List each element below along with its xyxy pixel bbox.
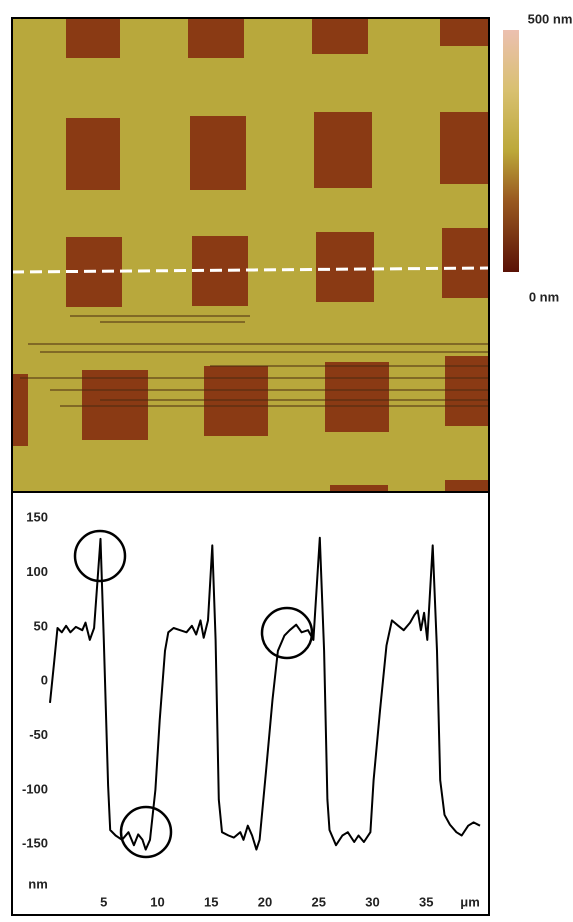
y-tick-label: -150 <box>22 836 48 851</box>
x-tick-label: 35 <box>419 894 433 909</box>
y-tick-label: -50 <box>29 727 48 742</box>
y-tick-label: 0 <box>41 673 48 688</box>
colorbar <box>503 30 519 272</box>
colorbar-min-label: 0 nm <box>529 289 559 304</box>
figure: 500 nm 0 nm nm μm 150 100 50 0 -50 -100 -150 5 1… <box>0 0 573 917</box>
x-tick-label: 25 <box>312 894 326 909</box>
x-tick-label: 10 <box>150 894 164 909</box>
y-tick-label: 50 <box>34 618 48 633</box>
y-tick-label: 100 <box>26 564 48 579</box>
profile-line <box>50 538 480 850</box>
x-axis-label: μm <box>460 894 480 909</box>
afm-image <box>0 10 505 505</box>
annotations <box>75 531 312 857</box>
y-axis-label: nm <box>28 876 48 891</box>
x-tick-label: 30 <box>365 894 379 909</box>
page: 500 nm 0 nm nm μm 150 100 50 0 -50 -100 -150 5 1… <box>0 0 573 922</box>
y-tick-label: 150 <box>26 510 48 525</box>
profile-frame <box>12 492 489 915</box>
x-tick-label: 20 <box>258 894 272 909</box>
x-tick-label: 15 <box>204 894 218 909</box>
y-tick-label: -100 <box>22 781 48 796</box>
x-tick-label: 5 <box>100 894 107 909</box>
colorbar-max-label: 500 nm <box>528 11 573 26</box>
